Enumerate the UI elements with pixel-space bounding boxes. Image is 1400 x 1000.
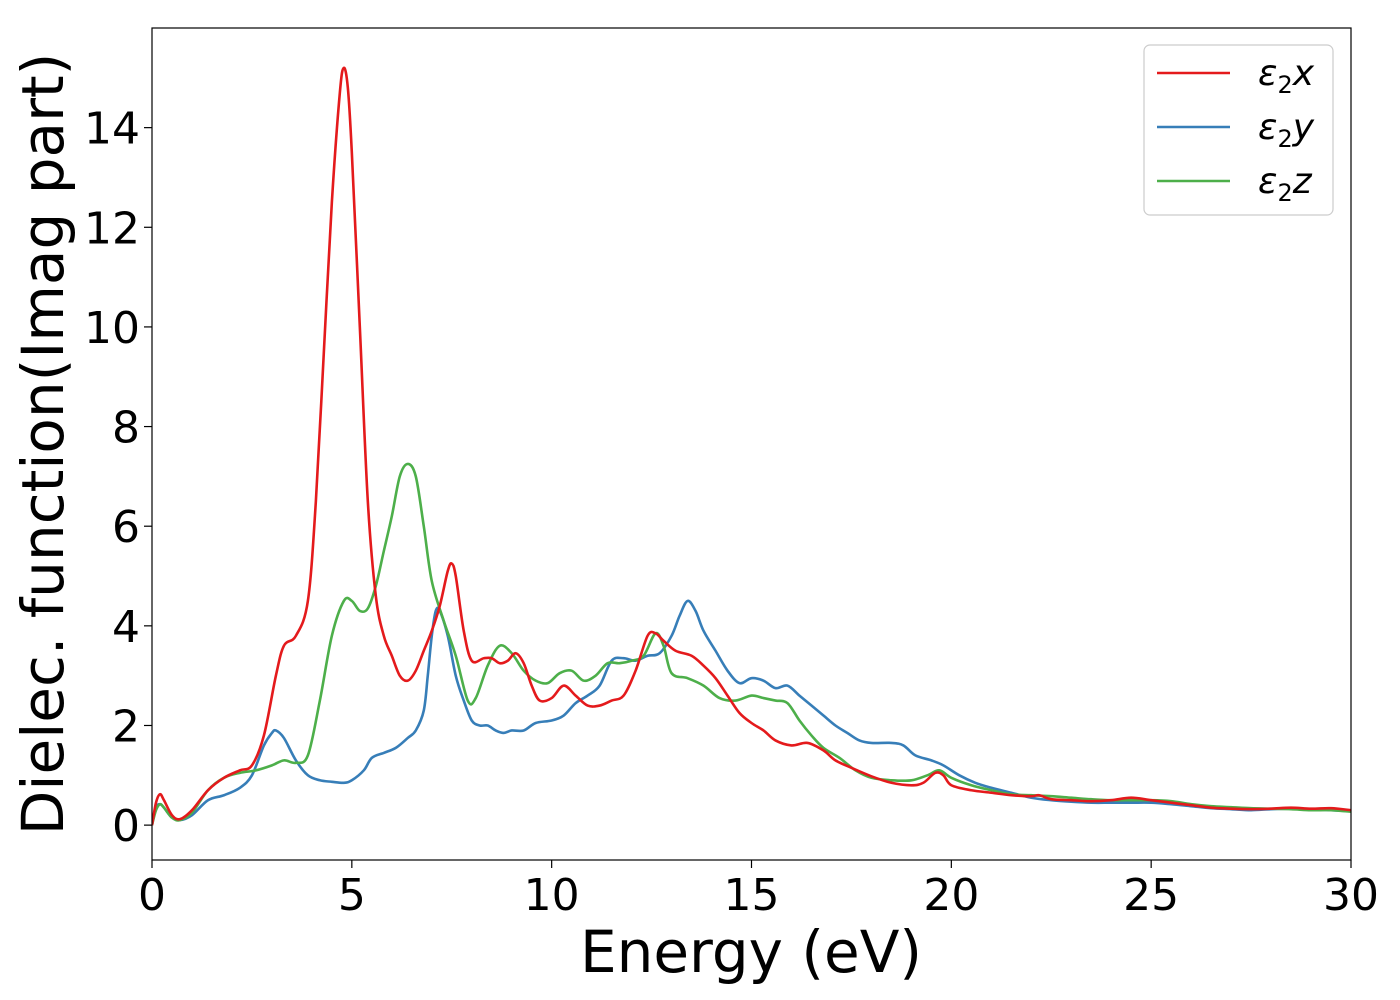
x-axis: 0 5 10 15 20 25 30 xyxy=(138,860,1379,921)
x-tick-label: 30 xyxy=(1323,870,1379,921)
y-axis: 0 2 4 6 8 10 12 14 xyxy=(84,104,152,852)
x-axis-title: Energy (eV) xyxy=(580,918,922,986)
x-tick-label: 0 xyxy=(138,870,166,921)
y-tick-label: 12 xyxy=(84,203,140,254)
y-tick-label: 6 xyxy=(112,502,140,553)
y-tick-label: 10 xyxy=(84,303,140,354)
x-tick-label: 20 xyxy=(923,870,979,921)
legend-label-y: ε2y xyxy=(1258,107,1315,153)
x-tick-label: 10 xyxy=(524,870,580,921)
x-tick-label: 5 xyxy=(338,870,366,921)
y-tick-label: 2 xyxy=(112,701,140,752)
legend-label-z: ε2z xyxy=(1258,161,1313,207)
x-tick-label: 15 xyxy=(724,870,780,921)
series-line-x xyxy=(152,66,1351,826)
legend-box xyxy=(1143,44,1334,216)
legend: ε2x ε2y ε2z xyxy=(1143,44,1334,216)
series-layer xyxy=(152,66,1351,826)
legend-label-x: ε2x xyxy=(1258,53,1315,99)
y-tick-label: 4 xyxy=(112,602,140,653)
y-tick-label: 0 xyxy=(112,801,140,852)
y-tick-label: 8 xyxy=(112,403,140,454)
y-axis-title: Dielec. function(Imag part) xyxy=(9,53,77,836)
x-tick-label: 25 xyxy=(1123,870,1179,921)
y-tick-label: 14 xyxy=(84,104,140,155)
series-line-z xyxy=(152,462,1351,826)
